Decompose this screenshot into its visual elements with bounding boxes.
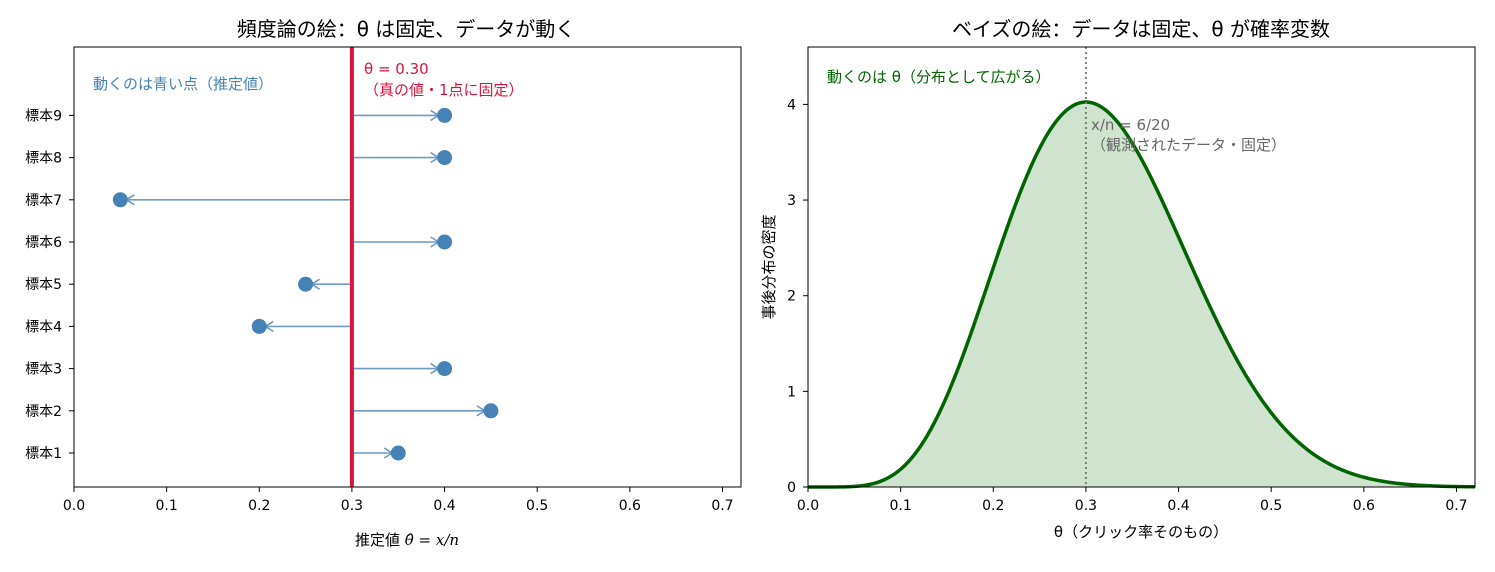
- left-x-tick-label: 0.0: [63, 498, 85, 514]
- right-x-tick-label: 0.7: [1445, 498, 1467, 514]
- estimate-point: [437, 107, 453, 123]
- right-y-tick-label: 0: [787, 480, 796, 496]
- left-x-tick-label: 0.3: [341, 498, 363, 514]
- estimate-point: [251, 318, 267, 334]
- left-chart-marks: 0.0 0.1 0.2 0.3 0.4 0.5 0.6 0.7 標本1 標本2 標本3 標本4 標本5 標…: [25, 47, 734, 514]
- bayesian-panel: ベイズの絵：データは固定、θ が確率変数 0.0 0.1 0.2 0.3 0.4 0.5 0…: [760, 17, 1476, 541]
- estimate-point: [437, 234, 453, 250]
- left-x-tick-label: 0.4: [433, 498, 455, 514]
- right-y-tick-label: 1: [787, 384, 796, 400]
- right-x-tick-label: 0.2: [982, 498, 1004, 514]
- right-chart-marks: 0.0 0.1 0.2 0.3 0.4 0.5 0.6 0.7 0 1 2 3 4: [787, 47, 1476, 514]
- left-chart-title: 頻度論の絵：θ は固定、データが動く: [237, 17, 576, 41]
- posterior-fill: [808, 102, 1475, 487]
- right-x-tick-label: 0.1: [890, 498, 912, 514]
- observed-label: x/n = 6/20: [1091, 116, 1170, 134]
- right-y-tick-label: 4: [787, 97, 796, 113]
- left-x-tick-label: 0.2: [248, 498, 270, 514]
- true-theta-sublabel: （真の値・1点に固定）: [364, 81, 524, 99]
- left-y-tick-label: 標本1: [25, 446, 62, 462]
- left-plot-frame: [73, 46, 742, 488]
- right-y-tick-label: 3: [787, 193, 796, 209]
- left-y-tick-label: 標本2: [25, 404, 62, 420]
- left-x-tick-label: 0.5: [526, 498, 548, 514]
- right-x-tick-label: 0.5: [1260, 498, 1282, 514]
- observed-sublabel: （観測されたデータ・固定）: [1091, 136, 1286, 154]
- right-x-tick-label: 0.4: [1167, 498, 1189, 514]
- estimate-point: [390, 445, 406, 461]
- left-x-axis-label: 推定値 θ̂ = x/n: [355, 531, 459, 549]
- left-annotation: 動くのは青い点（推定値）: [93, 75, 273, 93]
- left-x-axis-label-prefix: 推定値: [355, 531, 405, 549]
- right-annotation: 動くのは θ（分布として広がる）: [827, 68, 1051, 86]
- left-y-tick-label: 標本9: [25, 108, 62, 124]
- right-plot-frame: [807, 46, 1476, 488]
- left-x-axis-label-math: θ̂ = x/n: [405, 531, 459, 549]
- right-chart-title: ベイズの絵：データは固定、θ が確率変数: [952, 17, 1330, 41]
- estimate-point: [483, 403, 499, 419]
- right-x-axis-label: θ（クリック率そのもの）: [1054, 523, 1228, 541]
- right-x-tick-label: 0.3: [1075, 498, 1097, 514]
- right-x-tick-label: 0.6: [1353, 498, 1375, 514]
- true-theta-label: θ = 0.30: [364, 60, 429, 78]
- right-x-tick-label: 0.0: [797, 498, 819, 514]
- estimate-point: [298, 276, 314, 292]
- estimate-point: [437, 150, 453, 166]
- left-y-tick-label: 標本6: [25, 235, 62, 251]
- estimate-point: [437, 361, 453, 377]
- left-y-tick-label: 標本3: [25, 362, 62, 378]
- left-y-tick-label: 標本5: [25, 277, 62, 293]
- frequentist-panel: 頻度論の絵：θ は固定、データが動く 0.0 0.1 0.2 0.3 0.4 0.5 0.6…: [25, 17, 742, 549]
- left-x-tick-label: 0.6: [619, 498, 641, 514]
- left-x-tick-label: 0.1: [156, 498, 178, 514]
- estimate-point: [112, 192, 128, 208]
- left-x-tick-label: 0.7: [711, 498, 733, 514]
- left-y-tick-label: 標本4: [25, 319, 62, 335]
- left-y-tick-label: 標本7: [25, 193, 62, 209]
- right-y-tick-label: 2: [787, 289, 796, 305]
- left-y-tick-label: 標本8: [25, 151, 62, 167]
- posterior-curve: [808, 100, 1476, 489]
- right-y-axis-label: 事後分布の密度: [760, 214, 778, 319]
